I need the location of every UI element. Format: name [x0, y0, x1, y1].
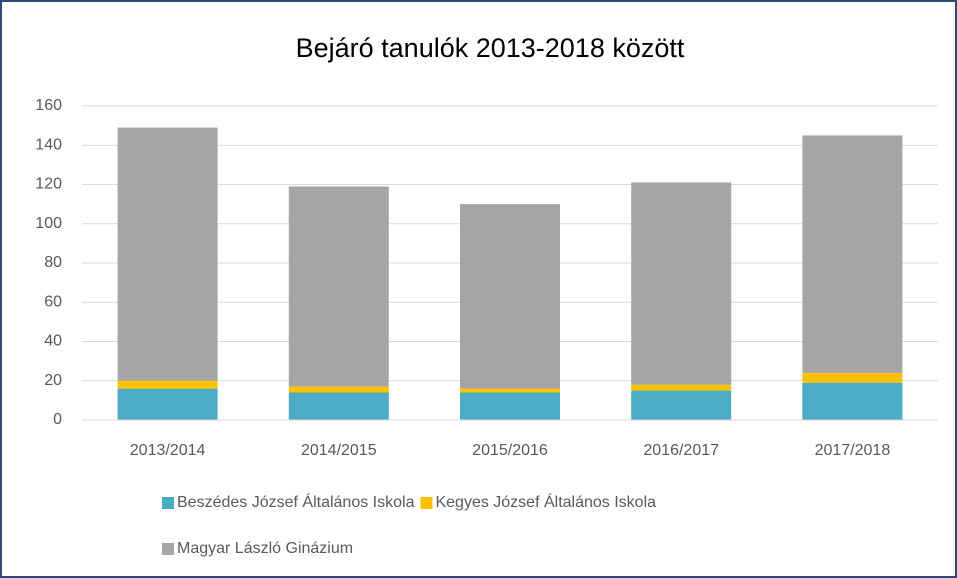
x-tick-label: 2014/2015: [301, 442, 377, 459]
bar-segment: [631, 390, 732, 420]
bar-segment: [802, 372, 903, 383]
y-tick-label: 0: [53, 411, 62, 428]
bar-segment: [117, 388, 218, 420]
y-tick-label: 60: [44, 293, 62, 310]
bar-segment: [802, 135, 903, 373]
y-tick-label: 40: [44, 333, 62, 350]
bar-segment: [802, 382, 903, 420]
y-tick-label: 100: [35, 215, 62, 232]
x-tick-label: 2015/2016: [472, 442, 548, 459]
legend-label: Magyar László Ginázium: [177, 540, 353, 557]
bar-segment: [117, 380, 218, 389]
x-tick-label: 2017/2018: [815, 442, 891, 459]
chart-title: Bejáró tanulók 2013-2018 között: [296, 33, 685, 63]
bar-segment: [631, 384, 732, 391]
legend-swatch: [162, 543, 174, 555]
legend-swatch: [162, 497, 174, 509]
bar-segment: [460, 388, 560, 393]
bar-segment: [460, 392, 560, 420]
legend-label: Beszédes József Általános Iskola: [177, 492, 415, 511]
bar-segment: [631, 182, 732, 385]
bar-segment: [288, 186, 389, 387]
bar-segment: [288, 392, 389, 420]
x-tick-label: 2013/2014: [130, 442, 206, 459]
legend-swatch: [420, 497, 433, 509]
y-tick-label: 120: [35, 176, 62, 193]
y-tick-label: 140: [35, 136, 62, 153]
y-tick-label: 80: [44, 254, 62, 271]
bar-segment: [117, 127, 218, 381]
y-tick-label: 160: [35, 97, 62, 114]
x-tick-label: 2016/2017: [643, 442, 719, 459]
bar-segment: [460, 204, 560, 389]
legend-label: Kegyes József Általános Iskola: [435, 492, 656, 511]
bar-segment: [288, 386, 389, 393]
y-tick-label: 20: [44, 372, 62, 389]
